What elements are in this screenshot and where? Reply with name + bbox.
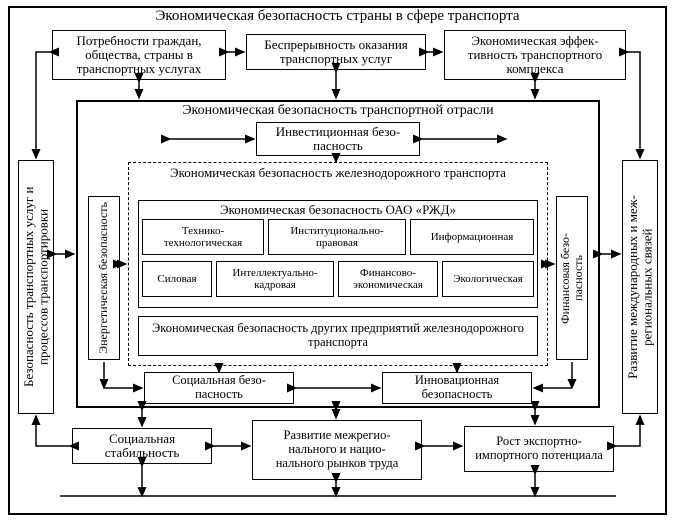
box-other-rail: Экономическая безопасность других предпр… [138,316,538,356]
box-needs: Потребности граждан, общества, страны в … [52,30,226,80]
rzd-institutional: Институционально- правовая [268,219,406,255]
box-investment: Инвестиционная безо- пасность [256,122,420,156]
box-safety-services-label: Безопасность транспортных услуг и процес… [22,163,51,411]
rzd-ecological: Экологическая [442,261,534,297]
rzd-information: Информационная [410,219,534,255]
box-efficiency: Экономическая эффек- тивность транспортн… [444,30,626,80]
box-innov-sec: Инновационная безопасность [382,372,532,404]
box-labor-markets: Развитие межрегио- нального и нацио- нал… [252,420,422,480]
box-intl-ties: Развитие международных и меж- региональн… [622,160,658,414]
rzd-intellectual: Интеллектуально- кадровая [216,261,334,297]
box-export-import: Рост экспортно- импортного потенциала [464,426,614,472]
box-energy-label: Энергетическая безопасность [97,202,110,354]
box-social-sec: Социальная безо- пасность [144,372,294,404]
sector-title: Экономическая безопасность транспортной … [76,103,600,119]
box-finance-label: Финансовая безо- пасность [559,233,585,324]
rail-title: Экономическая безопасность железнодорожн… [128,165,548,181]
rzd-silovaya: Силовая [142,261,212,297]
box-intl-ties-label: Развитие международных и меж- региональн… [626,195,655,379]
box-energy: Энергетическая безопасность [88,196,120,360]
box-safety-services: Безопасность транспортных услуг и процес… [18,160,54,414]
box-continuity: Беспрерывность оказания транспортных усл… [246,34,426,70]
box-finance: Финансовая безо- пасность [556,196,588,360]
rzd-techtech: Технико- технологическая [142,219,264,255]
rzd-frame: Экономическая безопасность ОАО «РЖД» Тех… [138,200,538,308]
rzd-title: Экономическая безопасность ОАО «РЖД» [142,203,534,217]
box-social-stab: Социальная стабильность [72,428,212,464]
outer-title: Экономическая безопасность страны в сфер… [8,8,667,25]
rzd-finecon: Финансово- экономическая [338,261,438,297]
